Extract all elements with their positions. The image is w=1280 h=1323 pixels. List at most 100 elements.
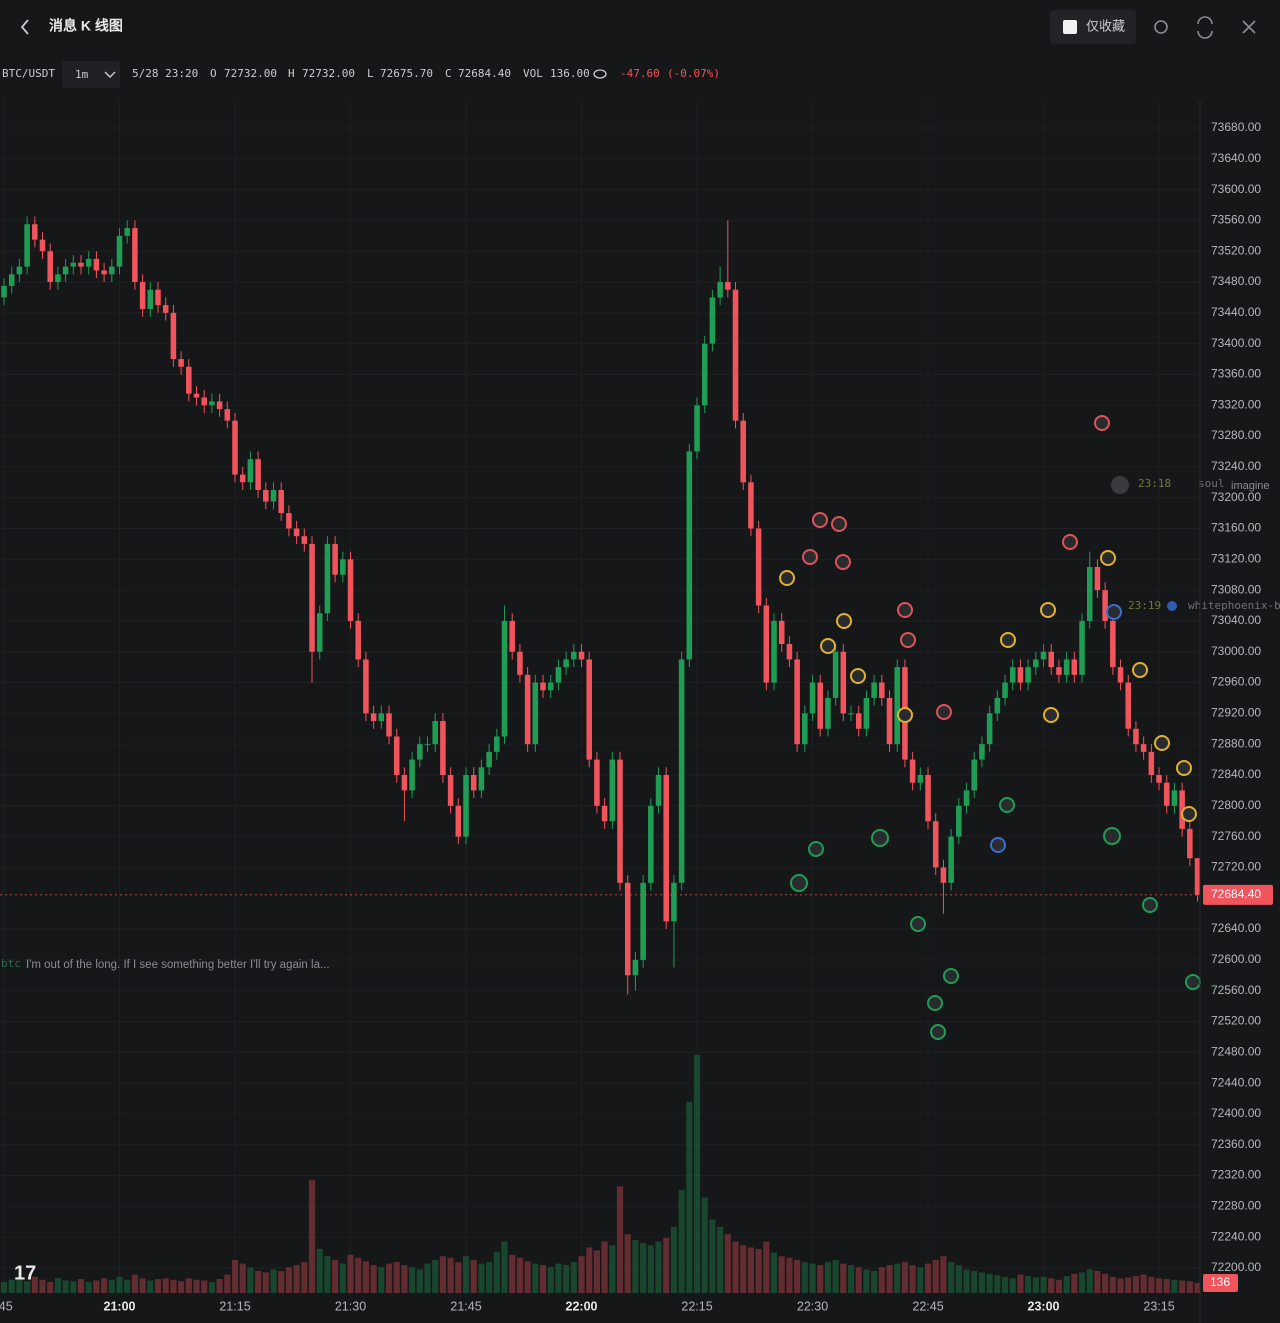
eye-icon[interactable] [593, 69, 607, 79]
candle-body [971, 759, 978, 791]
y-tick-label: 73560.00 [1211, 213, 1261, 227]
news-marker[interactable] [936, 704, 952, 720]
close-icon[interactable] [1242, 20, 1256, 34]
candle-body [432, 721, 438, 745]
news-marker[interactable] [1062, 534, 1078, 550]
news-marker[interactable] [990, 837, 1006, 853]
refresh-icon[interactable] [1197, 16, 1213, 39]
volume-bar [255, 1270, 262, 1293]
interval-select[interactable] [62, 61, 120, 88]
news-marker[interactable] [943, 968, 959, 984]
news-marker[interactable] [1040, 602, 1056, 618]
annotation-text: imagine [1231, 480, 1270, 492]
volume-bar [347, 1254, 354, 1293]
volume-bar [570, 1262, 577, 1293]
candle-body [309, 543, 315, 652]
news-marker[interactable] [835, 554, 851, 570]
candle-body [1048, 651, 1055, 668]
news-markers[interactable] [779, 415, 1201, 1040]
volume-bar [293, 1265, 300, 1293]
news-marker[interactable] [1185, 974, 1201, 990]
volume-bar [1078, 1272, 1086, 1293]
candle-body [778, 620, 785, 645]
news-marker[interactable] [1000, 632, 1016, 648]
annotation-time: 23:19 [1128, 599, 1161, 612]
candle-body [547, 682, 554, 691]
candle-body [270, 489, 277, 502]
checkbox[interactable] [1063, 20, 1077, 34]
news-marker[interactable] [790, 874, 808, 892]
candle-body [932, 821, 939, 868]
news-marker[interactable] [910, 916, 926, 932]
news-marker[interactable] [1106, 604, 1122, 620]
news-marker[interactable] [1103, 827, 1121, 845]
news-marker[interactable] [1043, 707, 1059, 723]
news-marker[interactable] [779, 570, 795, 586]
annotation-text: I'm out of the long. If I see something … [26, 959, 330, 971]
candle-body [501, 620, 508, 737]
candle-body [178, 359, 184, 367]
volume-bar [894, 1263, 901, 1293]
avatar [1167, 601, 1177, 611]
news-marker[interactable] [812, 512, 828, 528]
volume-bar [285, 1267, 292, 1293]
c-label: C [445, 67, 452, 80]
candle-body [1017, 667, 1024, 683]
news-marker[interactable] [820, 638, 836, 654]
news-marker[interactable] [897, 707, 913, 723]
candle-body [332, 543, 338, 575]
news-marker[interactable] [930, 1024, 946, 1040]
candle-body [101, 270, 107, 275]
volume-bar [917, 1267, 924, 1293]
candle-body [701, 343, 708, 406]
settings-icon[interactable] [1154, 20, 1168, 34]
news-marker[interactable] [900, 632, 916, 648]
news-marker[interactable] [836, 613, 852, 629]
volume-bar [1140, 1274, 1147, 1293]
x-tick-label: 22:30 [797, 1299, 828, 1313]
candle-body [1002, 682, 1008, 698]
news-marker[interactable] [1154, 735, 1170, 751]
candle-body [1156, 774, 1162, 783]
y-tick-label: 72640.00 [1211, 921, 1261, 935]
volume-bar [447, 1257, 454, 1293]
news-marker[interactable] [871, 829, 889, 847]
c-value: 72684.40 [458, 67, 511, 80]
news-marker[interactable] [897, 602, 913, 618]
candle-body [948, 836, 954, 883]
candle-body [70, 262, 77, 267]
candle-body [871, 682, 877, 698]
candle-body [1009, 667, 1016, 683]
news-marker[interactable] [927, 995, 943, 1011]
volume-bar [932, 1259, 939, 1293]
volume-bar [124, 1279, 131, 1293]
candle-body [725, 282, 731, 290]
candle-layer [1, 216, 1201, 995]
volume-bar [1194, 1283, 1201, 1293]
back-button[interactable] [20, 19, 29, 35]
x-tick-label: 21:15 [219, 1299, 250, 1313]
y-tick-label: 72280.00 [1211, 1199, 1261, 1213]
news-marker[interactable] [850, 668, 866, 684]
news-marker[interactable] [999, 797, 1015, 813]
news-marker[interactable] [831, 516, 847, 532]
candle-body [32, 224, 38, 240]
volume-bar [1025, 1276, 1032, 1293]
news-marker[interactable] [802, 549, 818, 565]
news-marker[interactable] [1181, 806, 1197, 822]
favorites-toggle[interactable] [1050, 10, 1136, 44]
volume-bar [1102, 1273, 1109, 1293]
news-marker[interactable] [1142, 897, 1158, 913]
news-marker[interactable] [1132, 662, 1148, 678]
annotation-user: whitephoenix-bt [1188, 599, 1280, 612]
news-marker[interactable] [808, 841, 824, 857]
volume-bar [524, 1261, 531, 1293]
news-marker[interactable] [1100, 550, 1116, 566]
volume-bar [1179, 1280, 1186, 1293]
volume-bar [516, 1257, 523, 1293]
news-marker[interactable] [1094, 415, 1110, 431]
y-tick-label: 72560.00 [1211, 983, 1261, 997]
news-marker[interactable] [1176, 760, 1192, 776]
candle-body [132, 228, 138, 283]
